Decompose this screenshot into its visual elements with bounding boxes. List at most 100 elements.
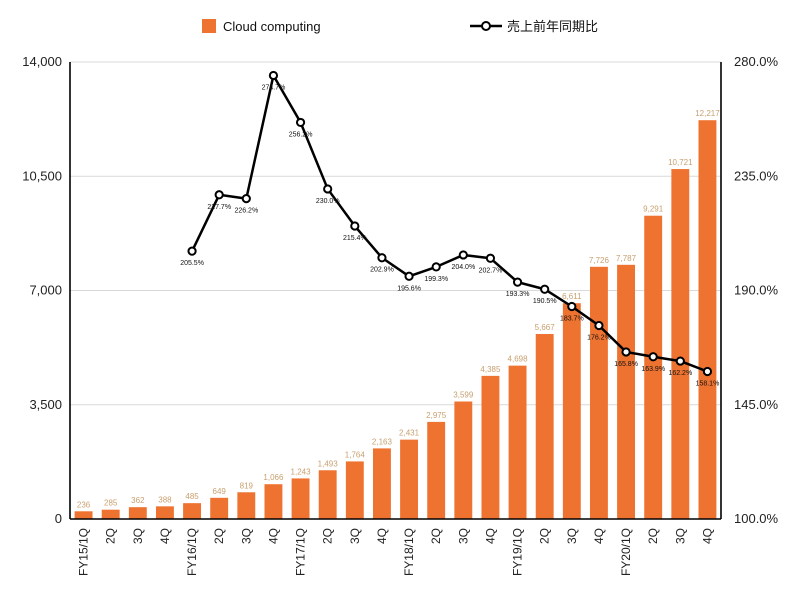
growth-point-12	[404, 271, 414, 281]
bar-value-label-16: 4,698	[508, 355, 529, 364]
growth-value-label-11: 202.9%	[370, 267, 394, 274]
x-tick-label-11: 4Q	[375, 528, 389, 544]
growth-point-14	[458, 250, 468, 260]
bar-value-label-20: 7,787	[616, 254, 637, 263]
bar-0	[74, 511, 93, 519]
bar-layer	[74, 120, 717, 520]
line-layer	[187, 70, 713, 377]
growth-point-20	[621, 347, 631, 357]
x-tick-label-5: 2Q	[212, 528, 226, 544]
y2-tick-label-4: 280.0%	[734, 54, 779, 69]
bar-23	[698, 120, 717, 520]
x-tick-label-10: 3Q	[348, 528, 362, 544]
growth-point-19	[594, 320, 604, 331]
growth-value-label-7: 274.7%	[262, 84, 286, 91]
growth-point-16	[512, 277, 523, 287]
bar-18	[562, 303, 581, 519]
growth-value-label-15: 202.7%	[479, 267, 503, 274]
bar-8	[291, 478, 310, 519]
x-tick-label-18: 3Q	[565, 528, 579, 544]
growth-value-label-19: 176.2%	[587, 335, 611, 342]
y2-tick-label-2: 190.0%	[734, 283, 779, 298]
x-tick-label-7: 4Q	[266, 528, 280, 544]
x-tick-label-16: FY19/1Q	[511, 528, 525, 576]
x-tick-label-4: FY16/1Q	[185, 528, 199, 576]
bar-value-label-23: 12,217	[695, 109, 720, 118]
bar-value-label-10: 1,764	[345, 450, 366, 459]
bar-value-label-4: 485	[185, 492, 199, 501]
y2-tick-label-3: 235.0%	[734, 168, 779, 183]
legend-label-line: 売上前年同期比	[507, 19, 598, 34]
bar-value-label-22: 10,721	[668, 158, 693, 167]
growth-value-label-4: 205.5%	[180, 260, 204, 267]
x-tick-label-15: 4Q	[483, 528, 497, 544]
bar-4	[183, 503, 202, 519]
x-tick-label-17: 2Q	[538, 528, 552, 544]
y-tick-label-2: 7,000	[29, 283, 62, 298]
growth-value-label-21: 163.9%	[641, 366, 665, 373]
y-tick-label-3: 10,500	[22, 168, 62, 183]
bar-5	[210, 497, 229, 519]
growth-point-8	[295, 117, 306, 128]
bar-value-label-8: 1,243	[291, 467, 312, 476]
growth-value-label-18: 183.7%	[560, 315, 584, 322]
growth-value-label-16: 193.3%	[506, 291, 530, 298]
bar-value-label-13: 2,975	[426, 411, 447, 420]
x-tick-label-20: FY20/1Q	[619, 528, 633, 576]
growth-value-label-17: 190.5%	[533, 298, 557, 305]
grid-layer	[70, 61, 721, 406]
bar-3	[155, 506, 174, 519]
x-tick-label-12: FY18/1Q	[402, 528, 416, 576]
bar-10	[345, 461, 364, 519]
y-tick-label-0: 0	[55, 511, 62, 526]
growth-point-9	[323, 184, 333, 194]
x-tick-label-19: 4Q	[592, 528, 606, 544]
label-layer: 236 285 362 388 485 649 819 1,066 1,243 1,493 1,76…	[77, 84, 720, 509]
bar-value-label-0: 236	[77, 500, 91, 509]
bar-value-label-17: 5,667	[535, 323, 556, 332]
x-tick-label-0: FY15/1Q	[77, 528, 91, 576]
bar-7	[264, 484, 283, 519]
growth-line	[190, 74, 708, 373]
bar-17	[535, 334, 554, 519]
legend: Cloud computing 売上前年同期比	[202, 19, 598, 34]
x-tick-label-3: 4Q	[158, 528, 172, 544]
growth-point-17	[540, 284, 550, 294]
y-tick-label-1: 3,500	[29, 397, 62, 412]
bar-value-label-6: 819	[240, 481, 254, 490]
legend-label-bar: Cloud computing	[223, 19, 321, 34]
x-tick-label-8: FY17/1Q	[294, 528, 308, 576]
growth-point-21	[648, 352, 658, 362]
bar-value-label-11: 2,163	[372, 437, 393, 446]
growth-point-4	[187, 246, 197, 256]
legend-swatch-marker	[481, 21, 491, 31]
bar-2	[128, 507, 147, 519]
bar-value-label-2: 362	[131, 496, 145, 505]
growth-value-label-22: 162.2%	[668, 370, 692, 377]
growth-point-5	[214, 190, 224, 200]
growth-value-label-14: 204.0%	[451, 264, 475, 271]
growth-point-11	[377, 253, 387, 263]
bar-12	[400, 439, 419, 519]
bar-value-label-18: 6,611	[562, 292, 582, 301]
axis-layer: 0 100.0% 3,500 145.0% 7,000 190.0% 10,500 235.0…	[22, 54, 778, 576]
y2-tick-label-1: 145.0%	[734, 397, 779, 412]
x-tick-label-21: 2Q	[646, 528, 660, 544]
growth-value-label-6: 226.2%	[234, 208, 258, 215]
growth-point-15	[485, 253, 496, 263]
bar-9	[318, 470, 337, 519]
bar-value-label-3: 388	[158, 495, 172, 504]
growth-value-label-13: 199.3%	[424, 276, 448, 283]
bar-value-label-21: 9,291	[643, 205, 664, 214]
growth-value-label-12: 195.6%	[397, 285, 421, 292]
bar-21	[644, 215, 663, 519]
growth-point-18	[567, 301, 577, 312]
bar-6	[237, 492, 256, 519]
bar-value-label-19: 7,726	[589, 256, 610, 265]
bar-19	[589, 266, 608, 519]
bar-value-label-1: 285	[104, 499, 118, 508]
growth-value-label-20: 165.8%	[614, 361, 638, 368]
bar-22	[671, 169, 690, 519]
growth-point-13	[431, 262, 441, 272]
